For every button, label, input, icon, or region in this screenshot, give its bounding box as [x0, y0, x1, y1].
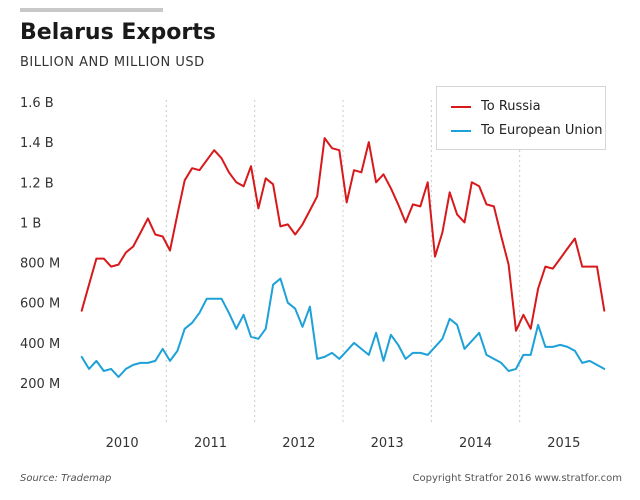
- y-tick-label: 1.4 B: [20, 136, 54, 151]
- series-line-eu: [80, 277, 606, 378]
- y-tick-label: 400 M: [20, 337, 60, 352]
- legend-swatch-eu: [451, 129, 471, 132]
- year-gridlines: [165, 100, 521, 425]
- y-axis: 1.6 B 1.4 B 1.2 B 1 B 800 M 600 M 400 M 200 M: [20, 96, 60, 392]
- x-axis: 2010 2011 2012 2013 2014 2015: [106, 436, 581, 451]
- x-tick-label: 2015: [547, 436, 580, 451]
- y-tick-label: 1.2 B: [20, 176, 54, 191]
- legend-item-eu: To European Union: [451, 123, 602, 138]
- footer-credit: Copyright Stratfor 2016 www.stratfor.com: [412, 473, 622, 484]
- legend-label-eu: To European Union: [481, 123, 603, 138]
- series-lines: [80, 137, 606, 378]
- chart-subtitle: BILLION AND MILLION USD: [20, 55, 205, 70]
- x-tick-label: 2010: [106, 436, 139, 451]
- footer-source: Source: Trademap: [20, 473, 112, 484]
- x-tick-label: 2014: [459, 436, 492, 451]
- y-tick-label: 1.6 B: [20, 96, 54, 111]
- y-tick-label: 200 M: [20, 377, 60, 392]
- x-tick-label: 2012: [282, 436, 315, 451]
- title-accent-bar: [20, 8, 163, 12]
- y-tick-label: 1 B: [20, 216, 41, 231]
- y-tick-label: 600 M: [20, 297, 60, 312]
- legend-item-russia: To Russia: [451, 99, 541, 114]
- y-tick-label: 800 M: [20, 257, 60, 272]
- chart-legend: To Russia To European Union: [436, 86, 606, 150]
- legend-label-russia: To Russia: [481, 99, 541, 114]
- chart-title: Belarus Exports: [20, 20, 216, 45]
- series-line-russia: [80, 137, 606, 332]
- legend-swatch-russia: [451, 105, 471, 108]
- x-tick-label: 2013: [371, 436, 404, 451]
- x-tick-label: 2011: [194, 436, 227, 451]
